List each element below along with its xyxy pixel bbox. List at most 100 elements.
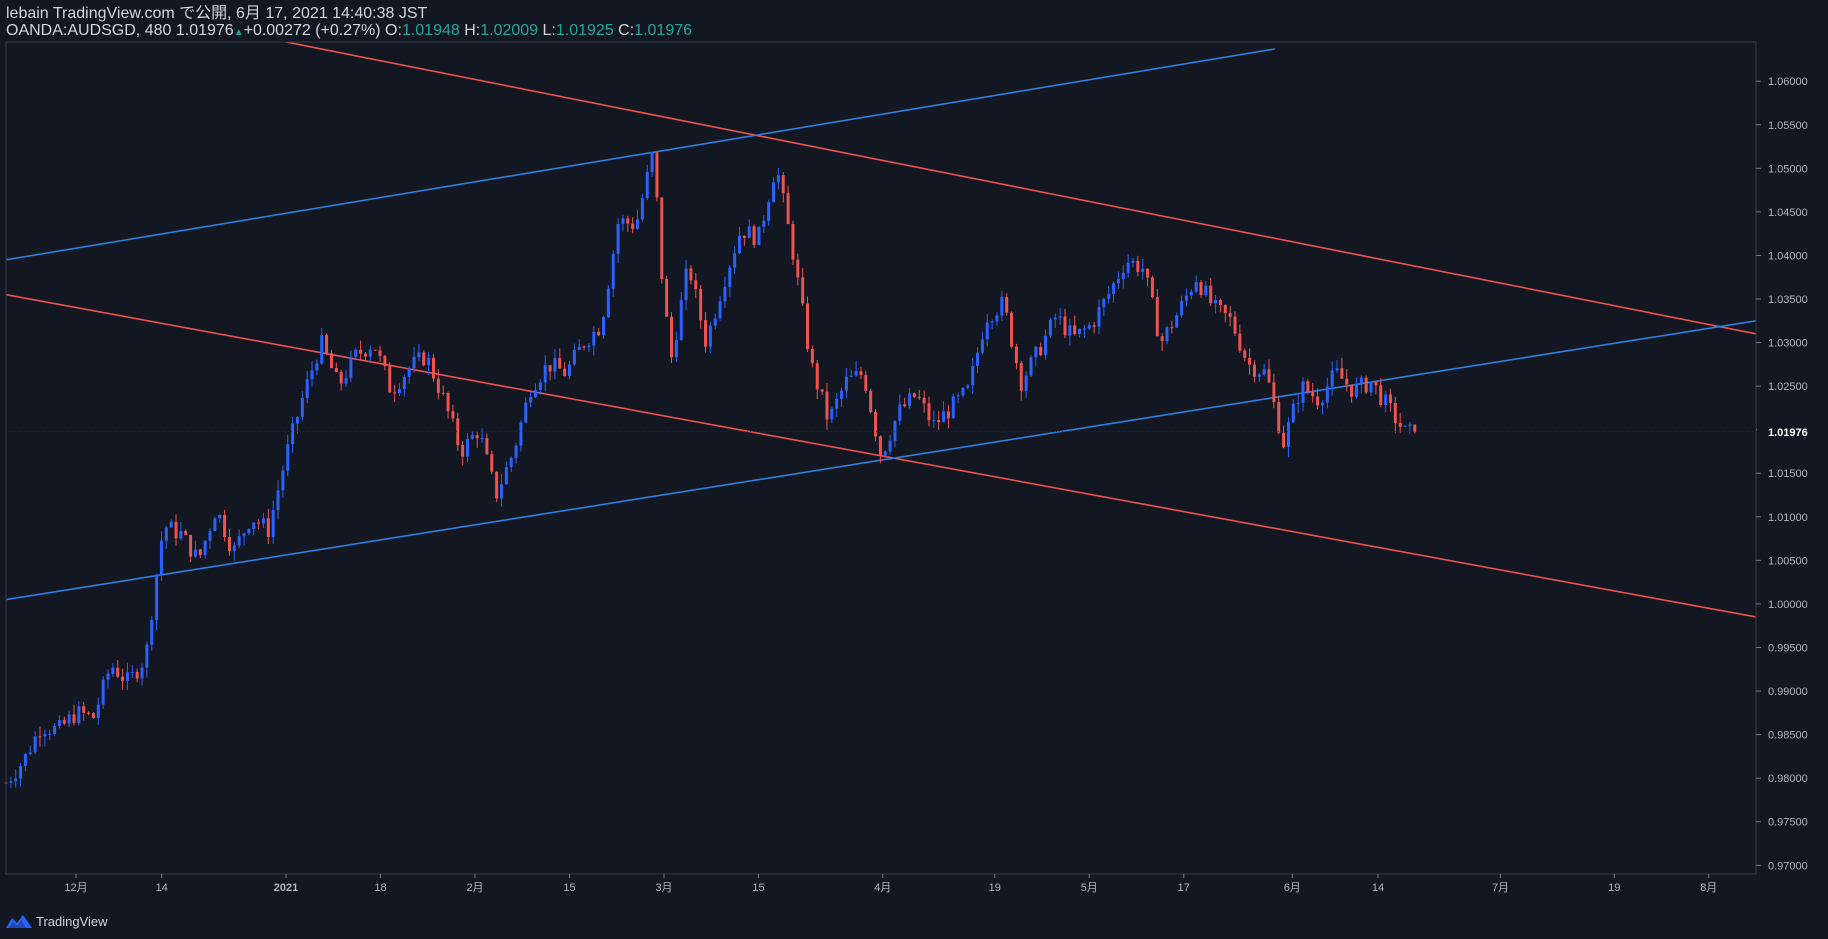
candle-body-83 bbox=[407, 368, 411, 377]
candle-body-26 bbox=[130, 671, 134, 673]
candle-body-109 bbox=[533, 390, 537, 398]
candle-body-138 bbox=[674, 339, 678, 358]
candle-body-156 bbox=[762, 220, 766, 227]
candle-body-125 bbox=[611, 253, 615, 289]
candle-body-230 bbox=[1121, 272, 1125, 279]
candle-body-12 bbox=[62, 720, 66, 724]
candle-body-149 bbox=[728, 267, 732, 287]
candle-body-181 bbox=[883, 451, 887, 457]
candle-body-204 bbox=[995, 315, 999, 322]
y-tick-label-9: 1.01500 bbox=[1768, 468, 1808, 480]
candle-body-265 bbox=[1291, 403, 1295, 423]
candle-body-108 bbox=[529, 397, 533, 403]
candle-body-155 bbox=[757, 226, 761, 246]
candle-body-72 bbox=[354, 349, 358, 357]
candle-body-290 bbox=[1413, 424, 1417, 432]
candle-body-239 bbox=[1165, 327, 1169, 342]
candle-body-170 bbox=[830, 408, 834, 420]
candle-body-30 bbox=[150, 619, 154, 645]
symbol-label[interactable]: OANDA:AUDSGD, 480 bbox=[6, 22, 172, 39]
candle-body-195 bbox=[951, 396, 955, 419]
candle-body-280 bbox=[1364, 377, 1368, 393]
candle-body-53 bbox=[261, 518, 265, 524]
candle-body-102 bbox=[499, 484, 503, 499]
candle-body-234 bbox=[1141, 268, 1145, 272]
candle-body-266 bbox=[1296, 402, 1300, 404]
candle-body-15 bbox=[77, 706, 81, 723]
candle-body-105 bbox=[514, 445, 518, 458]
candle-body-162 bbox=[791, 224, 795, 260]
candle-body-131 bbox=[640, 198, 644, 220]
candle-body-161 bbox=[786, 193, 790, 225]
candle-body-228 bbox=[1112, 283, 1116, 295]
y-tick-label-16: 0.98000 bbox=[1768, 773, 1808, 785]
plot-frame bbox=[5, 41, 1757, 875]
last-price: 1.01976 bbox=[175, 22, 234, 39]
tradingview-logo[interactable]: TradingView bbox=[6, 911, 108, 931]
footer-brand: TradingView bbox=[36, 913, 108, 929]
candle-body-271 bbox=[1320, 402, 1324, 406]
candle-body-89 bbox=[436, 378, 440, 393]
candle-body-157 bbox=[767, 202, 771, 221]
trendline-blue-3 bbox=[6, 48, 1275, 261]
trendline-red-0 bbox=[282, 42, 1756, 335]
x-tick-label-10: 5月 bbox=[1081, 882, 1098, 894]
candle-body-174 bbox=[849, 375, 853, 377]
candle-body-11 bbox=[57, 720, 61, 726]
candle-body-111 bbox=[543, 365, 547, 383]
candle-body-56 bbox=[276, 490, 280, 511]
candle-body-284 bbox=[1384, 394, 1388, 406]
close-value: 1.01976 bbox=[634, 22, 693, 39]
candle-body-88 bbox=[431, 357, 435, 379]
candle-body-117 bbox=[572, 349, 576, 365]
candle-body-176 bbox=[859, 371, 863, 375]
candle-body-282 bbox=[1374, 381, 1378, 386]
candle-body-62 bbox=[305, 379, 309, 398]
candle-body-60 bbox=[295, 417, 299, 424]
candle-body-110 bbox=[538, 382, 542, 391]
candle-body-14 bbox=[72, 714, 76, 723]
candle-body-224 bbox=[1092, 325, 1096, 327]
up-arrow-icon: ▲ bbox=[233, 27, 244, 38]
candle-body-193 bbox=[942, 411, 946, 423]
current-price-tag: 1.01976 bbox=[6, 422, 1823, 441]
candle-body-285 bbox=[1388, 394, 1392, 404]
candle-body-139 bbox=[679, 300, 683, 340]
candle-body-127 bbox=[621, 218, 625, 224]
candle-body-85 bbox=[417, 352, 421, 358]
candle-body-269 bbox=[1311, 392, 1315, 397]
y-tick-label-18: 0.97000 bbox=[1768, 860, 1808, 872]
candle-body-120 bbox=[587, 345, 591, 347]
candle-body-197 bbox=[961, 387, 965, 396]
candle-body-3 bbox=[19, 766, 23, 779]
candle-body-255 bbox=[1243, 350, 1247, 358]
candles bbox=[4, 151, 1417, 789]
candle-body-84 bbox=[412, 357, 416, 369]
candle-body-40 bbox=[198, 549, 202, 556]
candle-body-22 bbox=[111, 667, 115, 674]
candle-body-185 bbox=[903, 404, 907, 407]
candle-body-240 bbox=[1170, 327, 1174, 329]
candle-body-260 bbox=[1267, 369, 1271, 383]
candle-body-29 bbox=[145, 644, 149, 668]
x-tick-label-12: 6月 bbox=[1284, 882, 1301, 894]
candle-body-244 bbox=[1189, 291, 1193, 296]
candle-body-133 bbox=[650, 152, 654, 173]
candle-body-33 bbox=[164, 527, 168, 541]
candle-body-276 bbox=[1345, 378, 1349, 385]
y-tick-label-7: 1.02500 bbox=[1768, 381, 1808, 393]
candle-body-218 bbox=[1063, 316, 1067, 336]
candle-body-164 bbox=[801, 277, 805, 304]
candle-body-42 bbox=[208, 531, 212, 541]
candle-body-216 bbox=[1053, 317, 1057, 320]
x-tick-label-3: 18 bbox=[374, 882, 386, 894]
candle-body-263 bbox=[1282, 432, 1286, 448]
candle-body-172 bbox=[840, 390, 844, 399]
candle-body-145 bbox=[708, 325, 712, 347]
candle-body-43 bbox=[213, 518, 217, 532]
candle-body-277 bbox=[1350, 384, 1354, 397]
candle-body-202 bbox=[985, 322, 989, 340]
y-tick-label-14: 0.99000 bbox=[1768, 686, 1808, 698]
price-change: +0.00272 (+0.27%) bbox=[243, 22, 381, 39]
